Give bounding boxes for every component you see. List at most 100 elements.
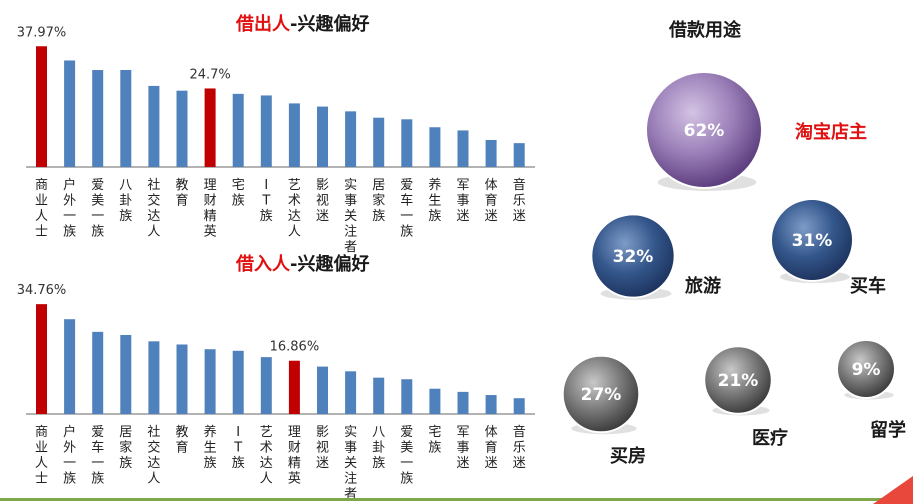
category-label-17: 迷 bbox=[513, 456, 526, 471]
bar-9 bbox=[288, 360, 300, 414]
bar-4 bbox=[148, 85, 160, 167]
category-label-0: 人 bbox=[35, 456, 48, 471]
category-label-9: 达 bbox=[288, 209, 301, 224]
category-label-17: 乐 bbox=[513, 441, 526, 456]
bubble-name-label: 买房 bbox=[610, 445, 646, 467]
bar-15 bbox=[457, 391, 469, 414]
chart2-title-rest: -兴趣偏好 bbox=[290, 254, 370, 275]
footer-divider bbox=[0, 498, 913, 501]
category-label-7: I bbox=[236, 425, 240, 440]
category-label-17: 音 bbox=[513, 177, 526, 193]
category-label-9: 财 bbox=[288, 441, 301, 456]
chart1-title: 借出人-兴趣偏好 bbox=[236, 10, 369, 36]
category-label-7: 宅 bbox=[232, 178, 245, 193]
category-label-14: 族 bbox=[428, 440, 441, 456]
bar-11 bbox=[345, 371, 357, 414]
category-label-6: 英 bbox=[204, 225, 217, 240]
category-label-15: 军 bbox=[456, 178, 469, 193]
category-label-0: 业 bbox=[35, 194, 48, 209]
category-label-7: 族 bbox=[232, 193, 245, 209]
category-label-13: 族 bbox=[400, 471, 413, 487]
category-label-1: 户 bbox=[63, 424, 76, 440]
category-label-4: 人 bbox=[147, 472, 160, 487]
category-label-1: 族 bbox=[63, 471, 76, 487]
category-label-11: 实 bbox=[344, 425, 357, 440]
category-label-9: 艺 bbox=[288, 178, 301, 193]
category-label-13: 爱 bbox=[400, 178, 413, 193]
category-label-3: 卦 bbox=[119, 194, 132, 209]
bubble-circle bbox=[703, 345, 773, 415]
bar-10 bbox=[317, 366, 328, 414]
category-label-12: 卦 bbox=[372, 441, 385, 456]
bar-5 bbox=[176, 90, 188, 167]
data-label: 24.7% bbox=[189, 67, 230, 82]
bar-13 bbox=[401, 379, 413, 414]
category-label-10: 影 bbox=[316, 425, 329, 440]
category-label-10: 视 bbox=[316, 194, 329, 209]
category-label-16: 育 bbox=[485, 193, 498, 209]
category-label-0: 士 bbox=[35, 225, 48, 240]
bar-4 bbox=[148, 341, 160, 414]
bar-13 bbox=[401, 119, 413, 167]
bar-7 bbox=[232, 350, 244, 414]
bubble-circle bbox=[645, 71, 763, 189]
category-label-1: 族 bbox=[63, 224, 76, 240]
category-label-10: 迷 bbox=[316, 209, 329, 224]
bubble-circle bbox=[836, 339, 896, 399]
category-label-8: 术 bbox=[260, 441, 273, 456]
category-label-11: 注 bbox=[344, 225, 357, 240]
category-label-9: 英 bbox=[288, 472, 301, 487]
bubble-name-label: 旅游 bbox=[685, 275, 721, 297]
category-label-0: 业 bbox=[35, 441, 48, 456]
category-label-16: 育 bbox=[485, 440, 498, 456]
category-label-6: 族 bbox=[204, 455, 217, 471]
bubble-name-label: 医疗 bbox=[752, 427, 788, 449]
bubble-淘宝店主: 62% 淘宝店主 bbox=[645, 71, 867, 191]
bubble-value-label: 9% bbox=[852, 360, 881, 380]
bar-14 bbox=[429, 127, 441, 167]
category-label-13: 一 bbox=[400, 209, 413, 224]
category-label-16: 迷 bbox=[485, 456, 498, 471]
bubble-name-label: 留学 bbox=[870, 419, 906, 441]
category-label-9: 精 bbox=[288, 456, 301, 471]
category-label-13: 一 bbox=[400, 456, 413, 471]
bar-8 bbox=[260, 357, 272, 414]
bubble-circle bbox=[561, 354, 641, 434]
bubble-value-label: 31% bbox=[792, 231, 833, 251]
category-label-6: 养 bbox=[204, 424, 217, 440]
bar-16 bbox=[485, 395, 497, 414]
bar-14 bbox=[429, 388, 441, 414]
data-label: 16.86% bbox=[270, 340, 320, 355]
category-label-2: 一 bbox=[91, 209, 104, 224]
bar-8 bbox=[260, 95, 272, 167]
bubble-买车: 31% 买车 bbox=[769, 197, 886, 297]
bubble-chart-title: 借款用途 bbox=[668, 19, 742, 41]
category-label-2: 车 bbox=[91, 440, 104, 456]
category-label-15: 事 bbox=[456, 441, 469, 456]
bar-12 bbox=[373, 117, 385, 167]
category-label-0: 人 bbox=[35, 209, 48, 224]
category-label-4: 社 bbox=[147, 177, 160, 193]
bar-3 bbox=[120, 70, 132, 167]
category-label-5: 教 bbox=[175, 177, 188, 193]
category-label-10: 视 bbox=[316, 441, 329, 456]
bar-9 bbox=[288, 103, 300, 167]
category-label-9: 人 bbox=[288, 225, 301, 240]
data-label: 34.76% bbox=[17, 283, 67, 298]
bar-6 bbox=[204, 88, 216, 167]
category-label-6: 生 bbox=[204, 441, 217, 456]
category-label-13: 车 bbox=[400, 193, 413, 209]
category-label-9: 术 bbox=[288, 194, 301, 209]
category-label-11: 事 bbox=[344, 441, 357, 456]
bar-17 bbox=[513, 398, 525, 414]
bar-7 bbox=[232, 93, 244, 167]
bar-6 bbox=[204, 349, 216, 414]
category-label-8: I bbox=[264, 178, 268, 193]
category-label-4: 达 bbox=[147, 456, 160, 471]
bar-11 bbox=[345, 111, 357, 167]
category-label-15: 迷 bbox=[456, 456, 469, 471]
category-label-1: 一 bbox=[63, 209, 76, 224]
category-label-11: 事 bbox=[344, 194, 357, 209]
category-label-6: 精 bbox=[204, 209, 217, 224]
